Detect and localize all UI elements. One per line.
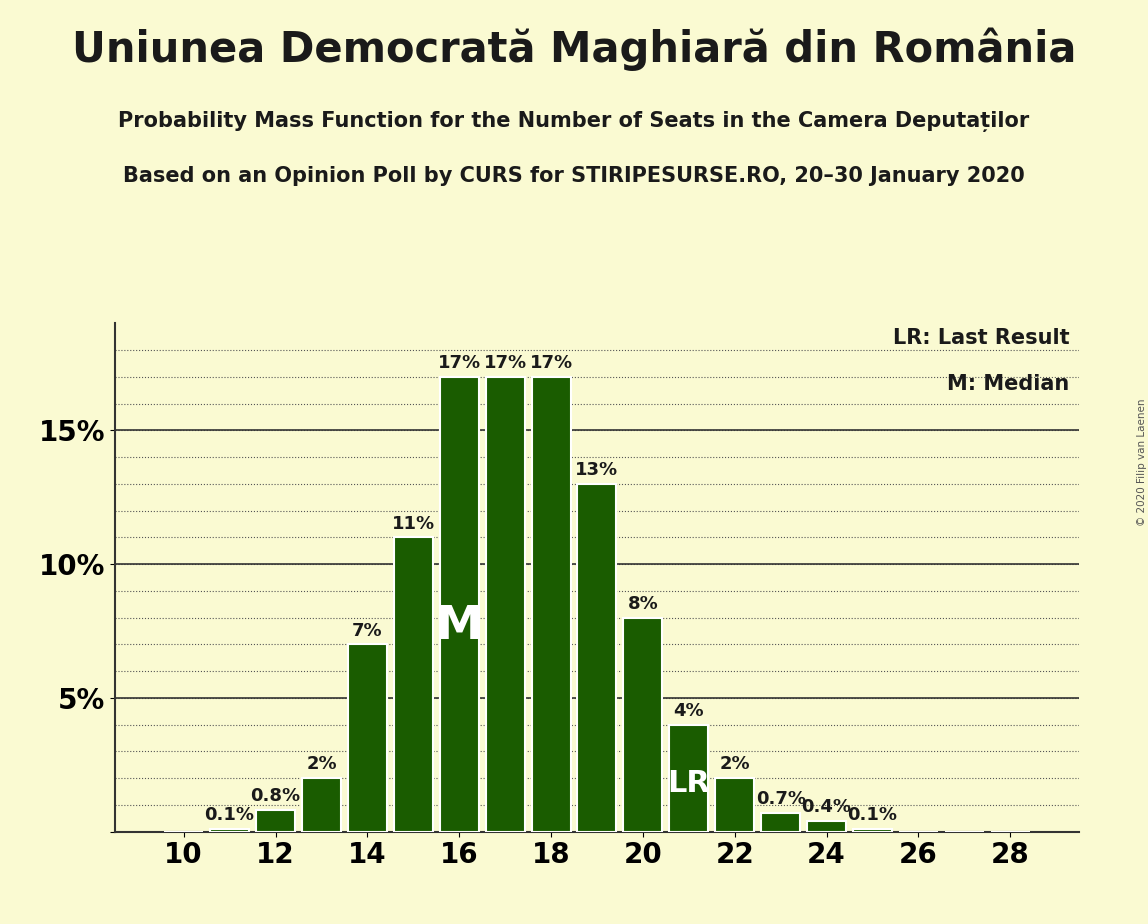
Text: 0.7%: 0.7% bbox=[755, 790, 806, 808]
Text: 8%: 8% bbox=[628, 595, 658, 613]
Text: 0.4%: 0.4% bbox=[801, 798, 852, 816]
Bar bbox=[394, 538, 433, 832]
Bar bbox=[807, 821, 846, 832]
Bar bbox=[577, 484, 616, 832]
Text: 0.1%: 0.1% bbox=[204, 806, 255, 824]
Text: © 2020 Filip van Laenen: © 2020 Filip van Laenen bbox=[1138, 398, 1147, 526]
Bar bbox=[348, 644, 387, 832]
Bar bbox=[669, 724, 708, 832]
Text: 11%: 11% bbox=[391, 515, 435, 532]
Text: 2%: 2% bbox=[307, 755, 336, 773]
Text: 17%: 17% bbox=[437, 354, 481, 372]
Bar bbox=[440, 377, 479, 832]
Text: Uniunea Democrată Maghiară din România: Uniunea Democrată Maghiară din România bbox=[72, 28, 1076, 71]
Text: M: M bbox=[436, 604, 482, 650]
Bar bbox=[623, 617, 662, 832]
Text: M: Median: M: Median bbox=[947, 374, 1070, 395]
Bar bbox=[210, 829, 249, 832]
Text: 17%: 17% bbox=[529, 354, 573, 372]
Bar bbox=[256, 810, 295, 832]
Text: Probability Mass Function for the Number of Seats in the Camera Deputaților: Probability Mass Function for the Number… bbox=[118, 111, 1030, 132]
Text: 17%: 17% bbox=[483, 354, 527, 372]
Bar bbox=[302, 778, 341, 832]
Bar bbox=[486, 377, 525, 832]
Text: LR: Last Result: LR: Last Result bbox=[893, 328, 1070, 348]
Text: Based on an Opinion Poll by CURS for STIRIPESURSE.RO, 20–30 January 2020: Based on an Opinion Poll by CURS for STI… bbox=[123, 166, 1025, 187]
Text: 13%: 13% bbox=[575, 461, 619, 479]
Bar bbox=[853, 829, 892, 832]
Text: 2%: 2% bbox=[720, 755, 750, 773]
Bar bbox=[761, 813, 800, 832]
Text: LR: LR bbox=[667, 769, 711, 798]
Text: 0.8%: 0.8% bbox=[250, 787, 301, 806]
Text: 0.1%: 0.1% bbox=[847, 806, 898, 824]
Text: 4%: 4% bbox=[674, 702, 704, 720]
Bar bbox=[532, 377, 571, 832]
Text: 7%: 7% bbox=[352, 622, 382, 639]
Bar bbox=[715, 778, 754, 832]
